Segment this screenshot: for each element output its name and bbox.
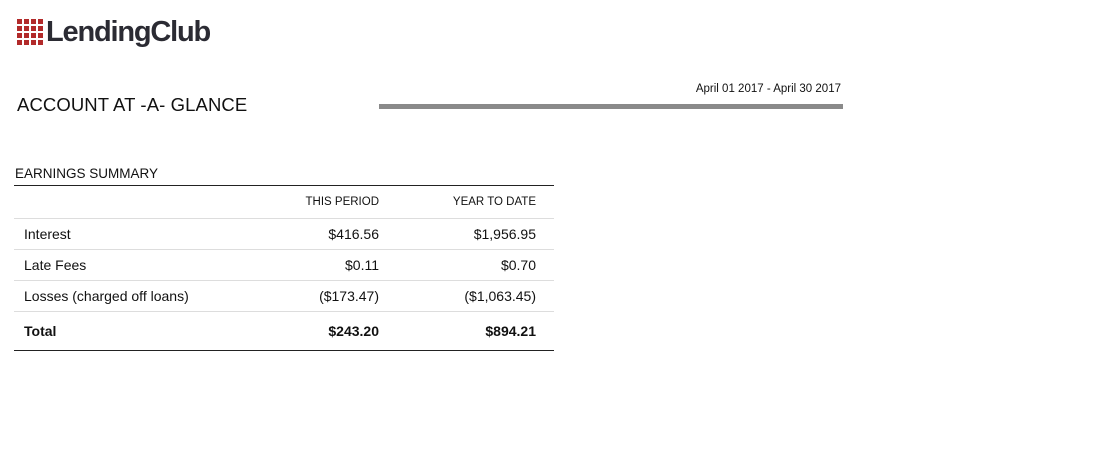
earnings-summary-title: EARNINGS SUMMARY: [15, 166, 159, 181]
column-header-this-period: THIS PERIOD: [254, 185, 379, 219]
total-this-period: $243.20: [328, 323, 379, 339]
row-label: Late Fees: [14, 249, 254, 281]
row-label: Losses (charged off loans): [14, 280, 254, 312]
row-this-period: $0.11: [254, 249, 379, 281]
row-this-period: ($173.47): [254, 280, 379, 312]
total-label: Total: [24, 323, 57, 339]
logo-text: LendingClub: [46, 16, 211, 48]
period-divider-bar: [379, 104, 843, 109]
earnings-summary-table: THIS PERIOD YEAR TO DATE Interest $416.5…: [14, 185, 554, 351]
row-year-to-date: $1,956.95: [379, 218, 554, 250]
table-row: Losses (charged off loans) ($173.47) ($1…: [14, 280, 554, 312]
page-title: ACCOUNT AT -A- GLANCE: [17, 94, 248, 115]
column-header-year-to-date: YEAR TO DATE: [379, 185, 554, 219]
total-row: Total $243.20 $894.21: [14, 312, 554, 351]
row-this-period: $416.56: [254, 218, 379, 250]
table-header-row: THIS PERIOD YEAR TO DATE: [14, 185, 554, 219]
table-row: Late Fees $0.11 $0.70: [14, 249, 554, 281]
table-row: Interest $416.56 $1,956.95: [14, 218, 554, 250]
row-label: Interest: [14, 218, 254, 250]
row-year-to-date: ($1,063.45): [379, 280, 554, 312]
statement-period: April 01 2017 - April 30 2017: [695, 83, 841, 95]
column-header-label: [14, 185, 254, 219]
total-year-to-date: $894.21: [485, 323, 536, 339]
lendingclub-logo: LendingClub: [17, 14, 211, 50]
row-year-to-date: $0.70: [379, 249, 554, 281]
lendingclub-grid-logo-icon: [17, 19, 43, 45]
